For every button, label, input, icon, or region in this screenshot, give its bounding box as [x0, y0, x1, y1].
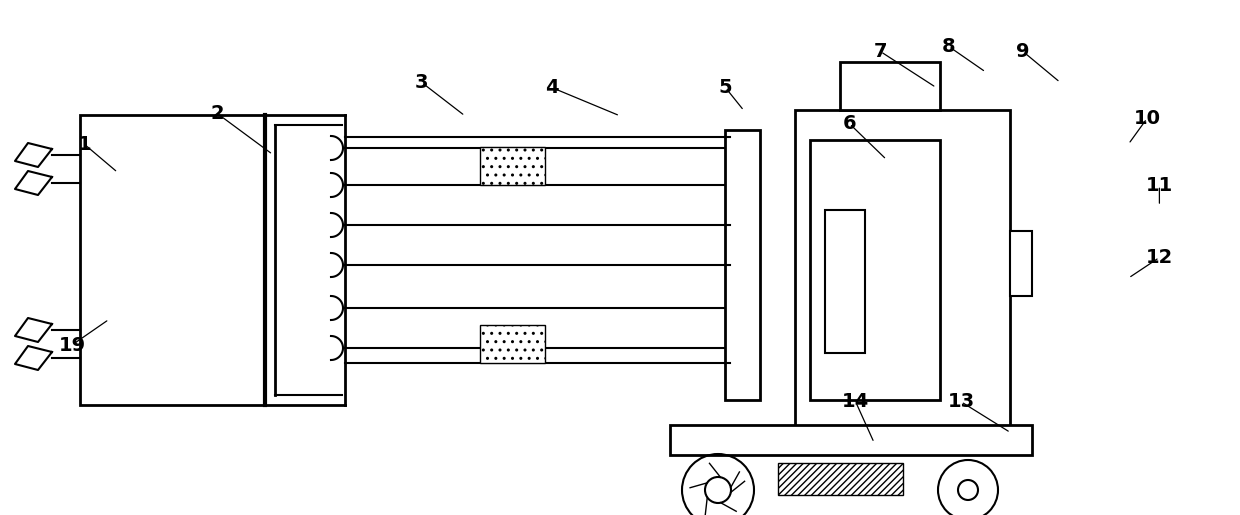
Text: 10: 10: [1133, 109, 1161, 128]
Text: 2: 2: [211, 104, 223, 123]
Bar: [480, 325, 546, 363]
Bar: [1011, 231, 1032, 296]
Text: 13: 13: [947, 392, 975, 411]
Text: 11: 11: [1146, 176, 1173, 195]
Bar: [810, 140, 940, 400]
Bar: [81, 115, 265, 405]
Bar: [480, 147, 546, 185]
Text: 12: 12: [1146, 248, 1173, 267]
Bar: [795, 110, 1011, 430]
Bar: [777, 463, 903, 495]
Text: 3: 3: [415, 73, 428, 92]
Bar: [670, 425, 1032, 455]
Text: 19: 19: [58, 336, 86, 354]
Text: 5: 5: [719, 78, 732, 97]
Text: 4: 4: [546, 78, 558, 97]
Text: 6: 6: [843, 114, 856, 133]
Text: 8: 8: [942, 37, 955, 56]
Bar: [725, 130, 760, 400]
Bar: [825, 210, 866, 353]
Text: 14: 14: [842, 392, 869, 411]
Text: 7: 7: [874, 42, 887, 61]
Text: 1: 1: [78, 135, 91, 153]
Text: 9: 9: [1017, 42, 1029, 61]
Bar: [839, 62, 940, 110]
